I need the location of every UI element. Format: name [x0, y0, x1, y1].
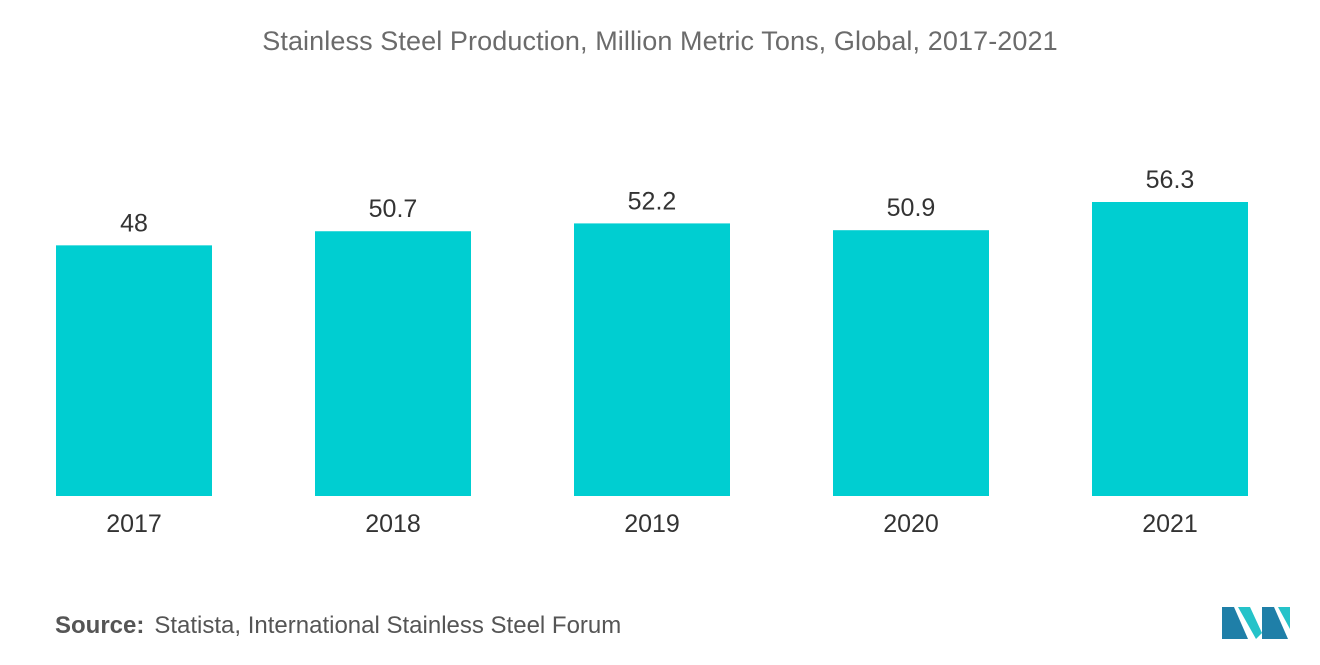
value-label-2019: 52.2: [628, 187, 677, 215]
source-label: Source:: [55, 612, 145, 639]
x-tick-label-2021: 2021: [1142, 510, 1198, 538]
bar-2019: [574, 223, 730, 496]
source-line: Source: Statista, International Stainless…: [55, 612, 621, 640]
x-tick-label-2017: 2017: [106, 510, 162, 538]
bar-2021: [1092, 202, 1248, 496]
bar-2018: [315, 231, 471, 496]
value-label-2017: 48: [120, 209, 148, 237]
value-labels-group: 48 50.7 52.2 50.9 56.3: [120, 166, 1194, 237]
source-text: Statista, International Stainless Steel …: [154, 612, 622, 639]
bar-2020: [833, 230, 989, 497]
x-tick-labels-group: 2017 2018 2019 2020 2021: [106, 510, 1198, 538]
logo-shape-right-accent: [1278, 607, 1290, 629]
chart-title: Stainless Steel Production, Million Metr…: [262, 26, 1058, 56]
value-label-2020: 50.9: [887, 194, 936, 222]
mordor-intelligence-logo-icon: [1222, 607, 1290, 639]
logo-shape-mid: [1238, 607, 1262, 639]
value-label-2018: 50.7: [369, 195, 418, 223]
logo-shape-right: [1262, 607, 1288, 639]
bars-group: [56, 202, 1248, 497]
bar-2017: [56, 245, 212, 496]
x-tick-label-2018: 2018: [365, 510, 421, 538]
x-tick-label-2019: 2019: [624, 510, 680, 538]
logo-shape-left: [1222, 607, 1248, 639]
x-tick-label-2020: 2020: [883, 510, 939, 538]
value-label-2021: 56.3: [1146, 166, 1195, 194]
